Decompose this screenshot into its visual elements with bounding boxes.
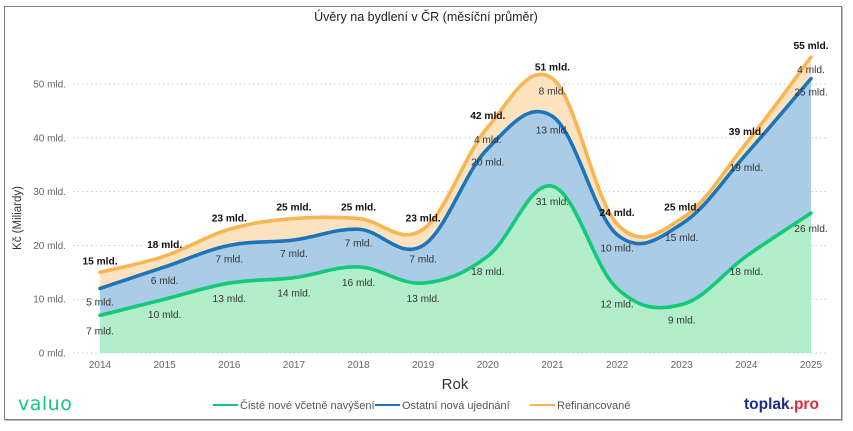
data-label-total: 15 mld. [82, 256, 117, 267]
x-tick-label: 2024 [735, 360, 758, 371]
x-tick-label: 2023 [671, 360, 694, 371]
data-label-total: 25 mld. [276, 203, 311, 214]
x-tick-label: 2021 [541, 360, 564, 371]
data-label-orange: 4 mld. [474, 135, 502, 146]
data-label-green: 31 mld. [536, 197, 569, 208]
x-tick-label: 2017 [283, 360, 306, 371]
y-tick-label: 30 mld. [33, 187, 66, 198]
data-label-total: 23 mld. [406, 213, 441, 224]
data-label-blue: 7 mld. [280, 249, 308, 260]
x-tick-label: 2016 [218, 360, 241, 371]
data-label-blue: 25 mld. [794, 88, 827, 99]
x-tick-label: 2014 [89, 360, 112, 371]
area-green-0 [100, 185, 811, 353]
x-tick-label: 2022 [606, 360, 629, 371]
data-label-green: 18 mld. [471, 267, 504, 278]
data-label-green: 18 mld. [730, 267, 763, 278]
data-label-blue: 13 mld. [536, 125, 569, 136]
line-orange [98, 55, 813, 275]
x-tick-label: 2015 [154, 360, 177, 371]
data-label-blue: 7 mld. [345, 238, 373, 249]
y-axis-title: Kč (Miliardy) [12, 186, 24, 250]
data-label-total: 39 mld. [729, 127, 764, 138]
data-label-blue: 20 mld. [471, 158, 504, 169]
data-label-orange: 8 mld. [539, 87, 567, 98]
legend: Čisté nové včetně navýšení Ostatní nová u… [213, 399, 630, 412]
data-label-blue: 19 mld. [730, 163, 763, 174]
data-label-total: 51 mld. [535, 63, 570, 74]
legend-item: Ostatní nová ujednání [375, 400, 510, 412]
data-label-green: 13 mld. [213, 294, 246, 305]
data-label-green: 9 mld. [668, 316, 696, 327]
y-tick-label: 10 mld. [33, 295, 66, 306]
series-areas [100, 57, 811, 353]
valuo-logo: valuo [18, 393, 72, 415]
data-label-blue: 7 mld. [215, 254, 243, 265]
data-label-green: 13 mld. [406, 294, 439, 305]
data-label-orange: 4 mld. [797, 65, 825, 76]
data-label-blue: 15 mld. [665, 233, 698, 244]
x-tick-label: 2025 [800, 360, 823, 371]
x-axis-title: Rok [442, 376, 469, 393]
x-tick-label: 2019 [412, 360, 435, 371]
data-label-blue: 7 mld. [409, 254, 437, 265]
data-label-blue: 6 mld. [151, 276, 179, 287]
area-orange-2 [100, 57, 811, 289]
data-label-blue: 5 mld. [86, 297, 114, 308]
data-label-total: 18 mld. [147, 240, 182, 251]
chart-title: Úvěry na bydlení v ČR (měsíční průměr) [314, 9, 538, 24]
y-tick-label: 0 mld. [39, 349, 66, 360]
legend-label: Refinancované [557, 400, 630, 412]
toplak-logo: toplak.pro [744, 396, 819, 413]
line-green [98, 184, 813, 318]
x-tick-label: 2018 [347, 360, 370, 371]
data-label-total: 42 mld. [470, 111, 505, 122]
data-label-green: 26 mld. [794, 224, 827, 235]
legend-item: Refinancované [530, 400, 630, 412]
area-blue-1 [100, 78, 811, 316]
data-label-blue: 10 mld. [600, 244, 633, 255]
data-label-total: 25 mld. [341, 203, 376, 214]
data-label-green: 16 mld. [342, 278, 375, 289]
legend-label: Čisté nové včetně navýšení [240, 399, 375, 412]
line-blue [98, 76, 813, 291]
y-tick-label: 50 mld. [33, 80, 66, 91]
data-label-green: 12 mld. [600, 299, 633, 310]
toplak-logo-suffix: .pro [790, 396, 819, 413]
legend-label: Ostatní nová ujednání [402, 400, 510, 412]
toplak-logo-main: toplak [744, 396, 790, 413]
y-axis-ticks: 0 mld. 10 mld. 20 mld. 30 mld. 40 mld. 50 mld… [33, 80, 66, 360]
y-tick-label: 40 mld. [33, 133, 66, 144]
data-label-total: 55 mld. [793, 41, 828, 52]
data-label-total: 25 mld. [664, 203, 699, 214]
legend-item: Čisté nové včetně navýšení [213, 399, 375, 412]
data-label-green: 7 mld. [86, 326, 114, 337]
series-lines [98, 55, 813, 318]
y-tick-label: 20 mld. [33, 241, 66, 252]
data-label-total: 23 mld. [212, 213, 247, 224]
data-label-green: 14 mld. [277, 289, 310, 300]
data-label-total: 24 mld. [600, 208, 635, 219]
x-axis-ticks: 2014 2015 2016 2017 2018 2019 2020 2021 2022 2023… [89, 360, 823, 371]
data-label-green: 10 mld. [148, 310, 181, 321]
x-tick-label: 2020 [477, 360, 500, 371]
data-labels: 7 mld. 10 mld. 13 mld. 14 mld. 16 mld. 13 mld… [82, 41, 828, 337]
